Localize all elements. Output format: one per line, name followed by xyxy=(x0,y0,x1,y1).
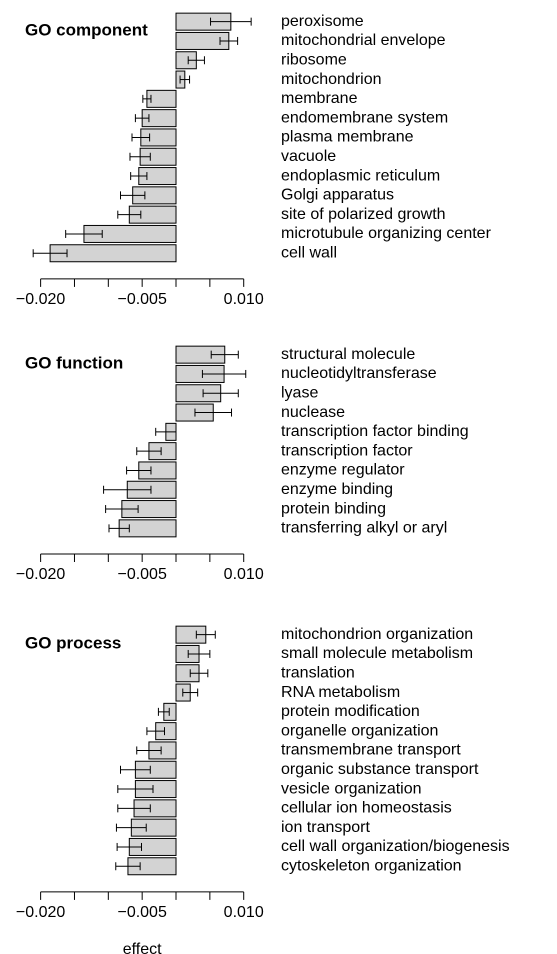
category-label: nuclease xyxy=(281,404,345,421)
category-label: mitochondrion organization xyxy=(281,626,473,643)
x-axis-label: effect xyxy=(123,941,162,954)
panel-title: GO function xyxy=(25,353,123,372)
category-label: enzyme regulator xyxy=(281,462,405,479)
category-label: transferring alkyl or aryl xyxy=(281,520,447,537)
x-tick-label: −0.005 xyxy=(117,904,166,921)
category-label: cytoskeleton organization xyxy=(281,857,462,874)
category-label: Golgi apparatus xyxy=(281,187,394,204)
category-label: small molecule metabolism xyxy=(281,645,473,662)
x-tick-label: −0.020 xyxy=(16,904,65,921)
category-label: mitochondrial envelope xyxy=(281,32,446,49)
category-label: cell wall xyxy=(281,244,337,261)
category-label: site of polarized growth xyxy=(281,206,446,223)
category-label: lyase xyxy=(281,384,318,401)
category-label: transcription factor xyxy=(281,442,413,459)
category-label: microtubule organizing center xyxy=(281,225,492,242)
category-label: mitochondrion xyxy=(281,71,382,88)
category-label: cell wall organization/biogenesis xyxy=(281,838,510,855)
x-tick-label: −0.005 xyxy=(117,291,166,308)
panel-title: GO component xyxy=(25,20,148,39)
category-label: structural molecule xyxy=(281,346,415,363)
category-label: protein modification xyxy=(281,703,420,720)
category-label: ribosome xyxy=(281,51,347,68)
x-tick-label: 0.010 xyxy=(224,566,264,583)
category-label: RNA metabolism xyxy=(281,684,400,701)
x-tick-label: 0.010 xyxy=(224,291,264,308)
category-label: endomembrane system xyxy=(281,109,448,126)
category-label: vacuole xyxy=(281,148,336,165)
bar xyxy=(49,244,177,263)
x-tick-label: −0.020 xyxy=(16,566,65,583)
category-label: endoplasmic reticulum xyxy=(281,167,440,184)
category-label: ion transport xyxy=(281,819,370,836)
x-tick-label: −0.020 xyxy=(16,291,65,308)
category-label: vesicle organization xyxy=(281,780,422,797)
panel-title: GO process xyxy=(25,633,121,652)
category-label: membrane xyxy=(281,90,358,107)
x-tick-label: −0.005 xyxy=(117,566,166,583)
category-label: enzyme binding xyxy=(281,481,393,498)
category-label: transmembrane transport xyxy=(281,742,461,759)
category-label: nucleotidyltransferase xyxy=(281,365,437,382)
category-label: translation xyxy=(281,664,355,681)
category-label: peroxisome xyxy=(281,13,364,30)
category-label: organelle organization xyxy=(281,722,438,739)
category-label: organic substance transport xyxy=(281,761,479,778)
category-label: cellular ion homeostasis xyxy=(281,800,452,817)
category-label: transcription factor binding xyxy=(281,423,469,440)
category-label: protein binding xyxy=(281,500,386,517)
category-label: plasma membrane xyxy=(281,129,414,146)
x-tick-label: 0.010 xyxy=(224,904,264,921)
